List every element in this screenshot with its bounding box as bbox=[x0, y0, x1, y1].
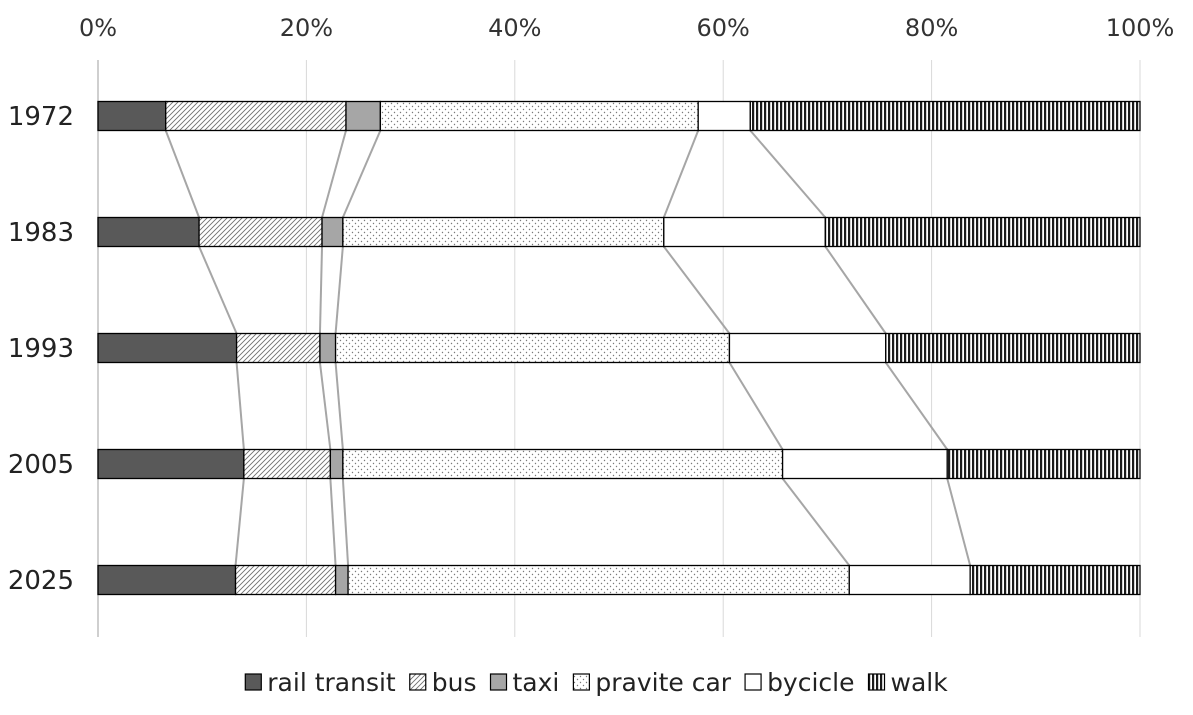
bar-segment-bus bbox=[198, 216, 323, 248]
connector-line bbox=[884, 361, 949, 451]
bar-segment-rail-transit bbox=[97, 100, 167, 132]
legend-swatch-pravite-car bbox=[572, 673, 590, 691]
legend-swatch-bycicle bbox=[744, 673, 762, 691]
category-label: 1972 bbox=[8, 102, 74, 132]
connector-line bbox=[824, 245, 887, 335]
bar-segment-rail-transit bbox=[97, 332, 238, 364]
legend-swatch-taxi bbox=[489, 673, 508, 691]
bar-segment-walk bbox=[969, 564, 1141, 596]
connector-line bbox=[946, 478, 972, 566]
connector-line bbox=[318, 362, 332, 450]
bar-segment-bycicle bbox=[781, 448, 948, 480]
connector-line bbox=[663, 245, 731, 335]
legend-label: bus bbox=[432, 668, 477, 697]
legend-swatch-walk bbox=[867, 673, 886, 691]
legend-label: bycicle bbox=[767, 668, 854, 697]
bar-segment-bus bbox=[243, 448, 332, 480]
connector-line bbox=[749, 129, 827, 219]
bar-segment-taxi bbox=[319, 332, 337, 364]
connector-line bbox=[321, 130, 347, 218]
legend-label: rail transit bbox=[267, 668, 396, 697]
bar-segment-bus bbox=[235, 332, 321, 364]
x-tick-label: 0% bbox=[79, 14, 117, 42]
legend-label: pravite car bbox=[595, 668, 731, 697]
connector-line bbox=[234, 478, 245, 566]
connector-line bbox=[334, 246, 344, 334]
bar-segment-rail-transit bbox=[97, 216, 200, 248]
bar-segment-taxi bbox=[345, 100, 382, 132]
x-tick-label: 100% bbox=[1106, 14, 1175, 42]
legend-label: taxi bbox=[513, 668, 560, 697]
y-axis-category-labels: 1972 1983 1993 2005 2025 bbox=[8, 102, 74, 596]
legend-swatch-rail-transit bbox=[244, 673, 262, 691]
legend-swatch-bus bbox=[409, 673, 427, 691]
category-label: 2005 bbox=[8, 450, 74, 480]
x-tick-label: 80% bbox=[905, 14, 958, 42]
category-label: 2025 bbox=[8, 566, 74, 596]
category-label: 1993 bbox=[8, 334, 74, 364]
bar-segment-rail-transit bbox=[97, 564, 237, 596]
bar-segment-taxi bbox=[329, 448, 344, 480]
bar-segment-pravite-car bbox=[347, 564, 850, 596]
category-label: 1983 bbox=[8, 218, 74, 248]
bar-segment-bycicle bbox=[663, 216, 826, 248]
x-tick-label: 60% bbox=[697, 14, 750, 42]
legend: rail transit bus taxi pravite car bycicle wal… bbox=[244, 668, 949, 697]
connector-line bbox=[341, 130, 382, 218]
x-axis-tick-labels: 0% 20% 40% 60% 80% 100% bbox=[79, 14, 1174, 42]
bar-segment-walk bbox=[749, 100, 1141, 132]
connector-line bbox=[198, 246, 238, 334]
connector-line bbox=[329, 478, 337, 566]
connector-line bbox=[318, 246, 324, 334]
connector-line bbox=[235, 362, 245, 450]
connector-line bbox=[341, 478, 350, 566]
bars bbox=[97, 100, 1141, 596]
bar-segment-walk bbox=[885, 332, 1141, 364]
bar-segment-pravite-car bbox=[379, 100, 699, 132]
bar-segment-taxi bbox=[321, 216, 344, 248]
bar-segment-rail-transit bbox=[97, 448, 245, 480]
connector-lines bbox=[164, 129, 972, 567]
x-tick-label: 40% bbox=[488, 14, 541, 42]
bar-segment-bycicle bbox=[848, 564, 971, 596]
legend-label: walk bbox=[891, 668, 949, 697]
connector-line bbox=[662, 130, 700, 218]
bar-segment-bycicle bbox=[697, 100, 751, 132]
bar-segment-pravite-car bbox=[342, 448, 784, 480]
bar-segment-bycicle bbox=[728, 332, 887, 364]
bar-segment-bus bbox=[234, 564, 337, 596]
connector-line bbox=[781, 477, 851, 567]
x-tick-label: 20% bbox=[280, 14, 333, 42]
connector-line bbox=[728, 361, 784, 451]
bar-segment-bus bbox=[165, 100, 347, 132]
bar-segment-pravite-car bbox=[342, 216, 665, 248]
connector-line bbox=[164, 130, 201, 218]
bar-segment-taxi bbox=[334, 564, 349, 596]
bar-segment-walk bbox=[824, 216, 1141, 248]
bar-segment-pravite-car bbox=[334, 332, 731, 364]
bar-segment-walk bbox=[946, 448, 1141, 480]
connector-line bbox=[334, 362, 344, 450]
